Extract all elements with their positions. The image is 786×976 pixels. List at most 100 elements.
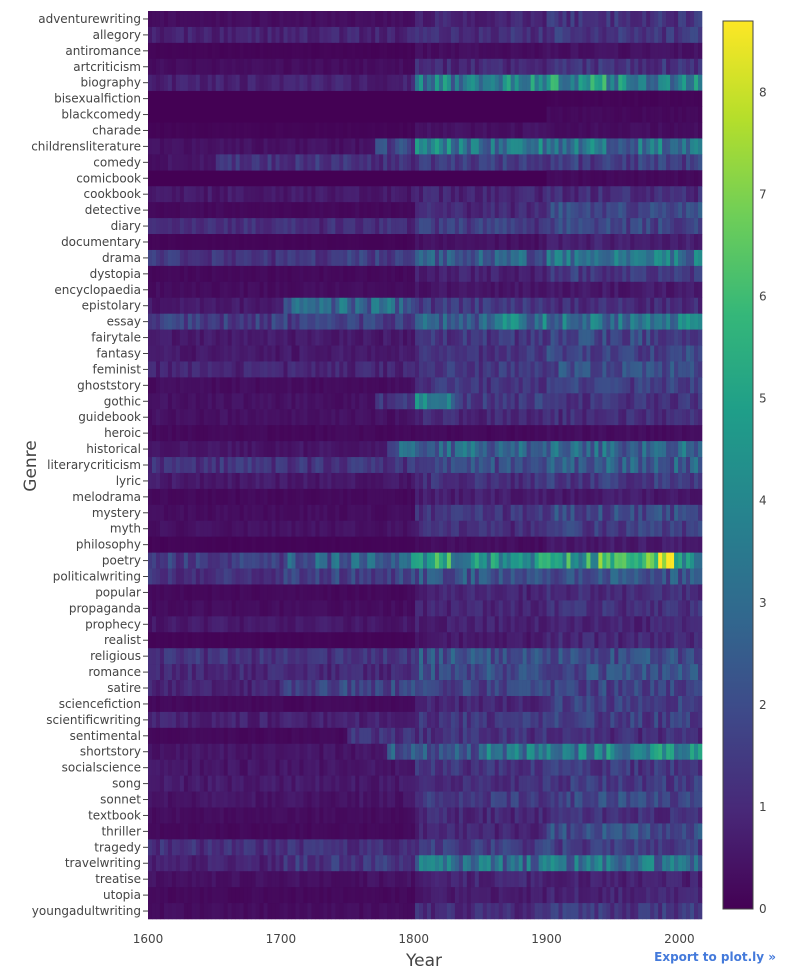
heatmap-cell	[526, 361, 531, 378]
heatmap-cell	[155, 520, 161, 537]
heatmap-cell	[682, 297, 687, 314]
heatmap-cell	[538, 393, 543, 410]
heatmap-cell	[227, 393, 232, 410]
heatmap-cell	[259, 297, 264, 314]
heatmap-cell	[602, 345, 607, 362]
heatmap-cell	[175, 281, 181, 299]
heatmap-cell	[430, 536, 436, 553]
heatmap-cell	[327, 457, 332, 474]
heatmap-cell	[351, 457, 356, 474]
heatmap-cell	[415, 138, 420, 155]
heatmap-cell	[311, 281, 316, 299]
heatmap-cell	[686, 90, 691, 107]
heatmap-cell	[275, 600, 280, 617]
heatmap-cell	[558, 11, 563, 28]
heatmap-cell	[474, 600, 480, 617]
heatmap-cell	[343, 345, 348, 362]
heatmap-cell	[179, 504, 185, 522]
heatmap-cell	[335, 249, 340, 267]
heatmap-cell	[506, 425, 511, 442]
heatmap-cell	[586, 234, 591, 251]
heatmap-cell	[586, 345, 591, 362]
heatmap-cell	[423, 249, 428, 267]
heatmap-cell	[379, 11, 384, 28]
heatmap-cell	[570, 377, 575, 394]
heatmap-cell	[355, 186, 360, 203]
heatmap-cell	[379, 361, 384, 378]
heatmap-cell	[578, 520, 583, 537]
heatmap-cell	[538, 249, 543, 267]
heatmap-cell	[430, 345, 436, 362]
heatmap-cell	[387, 11, 392, 28]
heatmap-cell	[662, 265, 667, 283]
heatmap-cell	[215, 297, 221, 314]
heatmap-cell	[379, 584, 384, 601]
heatmap-cell	[311, 377, 316, 394]
heatmap-cell	[566, 202, 571, 219]
heatmap-cell	[454, 313, 460, 330]
heatmap-cell	[207, 600, 213, 617]
heatmap-cell	[442, 42, 448, 60]
heatmap-cell	[371, 154, 376, 171]
heatmap-cell	[287, 202, 292, 219]
heatmap-cell	[291, 122, 296, 139]
heatmap-cell	[658, 600, 663, 617]
heatmap-cell	[167, 154, 173, 171]
heatmap-cell	[187, 584, 193, 601]
heatmap-cell	[606, 552, 611, 569]
heatmap-cell	[558, 186, 563, 203]
heatmap-cell	[379, 202, 384, 219]
heatmap-cell	[407, 138, 412, 155]
heatmap-cell	[359, 425, 364, 442]
heatmap-cell	[247, 281, 252, 299]
heatmap-cell	[630, 90, 635, 107]
heatmap-cell	[419, 536, 424, 553]
heatmap-cell	[622, 297, 627, 314]
heatmap-cell	[359, 313, 364, 330]
heatmap-cell	[351, 520, 356, 537]
heatmap-cell	[175, 234, 181, 251]
heatmap-cell	[506, 472, 511, 490]
heatmap-cell	[179, 441, 185, 458]
heatmap-cell	[650, 234, 655, 251]
heatmap-cell	[219, 281, 225, 299]
heatmap-cell	[239, 122, 244, 139]
heatmap-cell	[634, 138, 639, 155]
heatmap-cell	[682, 472, 687, 490]
heatmap-cell	[411, 42, 416, 60]
heatmap-cell	[307, 441, 312, 458]
heatmap-cell	[442, 122, 448, 139]
heatmap-cell	[526, 265, 531, 283]
heatmap-cell	[614, 218, 619, 235]
heatmap-cell	[426, 234, 432, 251]
heatmap-cell	[430, 186, 436, 203]
heatmap-cell	[367, 234, 372, 251]
heatmap-cell	[474, 457, 480, 474]
heatmap-cell	[530, 393, 535, 410]
heatmap-cell	[514, 520, 519, 537]
heatmap-cell	[291, 297, 296, 314]
heatmap-cell	[167, 377, 173, 394]
heatmap-cell	[478, 138, 484, 155]
heatmap-cell	[411, 265, 416, 283]
heatmap-cell	[171, 313, 177, 330]
heatmap-cell	[614, 472, 619, 490]
heatmap-cell	[574, 42, 579, 60]
heatmap-cell	[307, 584, 312, 601]
heatmap-cell	[271, 536, 276, 553]
heatmap-cell	[311, 568, 316, 585]
heatmap-cell	[359, 218, 364, 235]
heatmap-cell	[474, 122, 480, 139]
heatmap-cell	[215, 472, 221, 490]
heatmap-cell	[478, 584, 484, 601]
heatmap-cell	[482, 202, 488, 219]
heatmap-cell	[223, 584, 229, 601]
heatmap-cell	[554, 170, 559, 187]
heatmap-cell	[191, 568, 197, 585]
heatmap-cell	[666, 488, 671, 506]
heatmap-cell	[199, 616, 205, 633]
heatmap-cell	[510, 122, 515, 139]
heatmap-cell	[586, 488, 591, 506]
heatmap-cell	[223, 488, 229, 506]
